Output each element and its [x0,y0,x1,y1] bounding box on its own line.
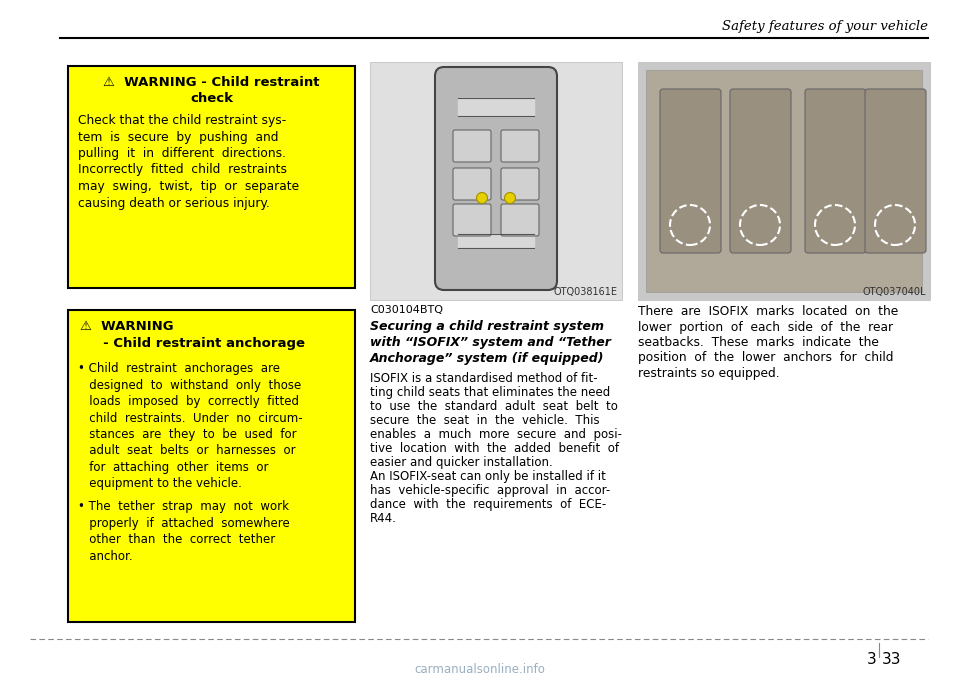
FancyBboxPatch shape [370,62,622,300]
FancyBboxPatch shape [730,89,791,253]
FancyBboxPatch shape [646,70,922,292]
Text: An ISOFIX-seat can only be installed if it: An ISOFIX-seat can only be installed if … [370,470,606,483]
Text: loads  imposed  by  correctly  fitted: loads imposed by correctly fitted [78,395,299,408]
Text: other  than  the  correct  tether: other than the correct tether [78,533,276,546]
FancyBboxPatch shape [660,89,721,253]
Text: adult  seat  belts  or  harnesses  or: adult seat belts or harnesses or [78,444,296,458]
FancyBboxPatch shape [638,62,930,300]
Text: tive  location  with  the  added  benefit  of: tive location with the added benefit of [370,442,619,455]
FancyBboxPatch shape [805,89,866,253]
Text: OTQ037040L: OTQ037040L [862,287,926,297]
Text: Securing a child restraint system: Securing a child restraint system [370,320,604,333]
Text: Anchorage” system (if equipped): Anchorage” system (if equipped) [370,352,605,365]
Text: tem  is  secure  by  pushing  and: tem is secure by pushing and [78,131,278,144]
Circle shape [505,193,516,204]
Text: restraints so equipped.: restraints so equipped. [638,367,780,380]
Text: C030104BTQ: C030104BTQ [370,305,443,315]
FancyBboxPatch shape [68,310,355,622]
Text: causing death or serious injury.: causing death or serious injury. [78,197,270,210]
FancyBboxPatch shape [501,168,539,200]
Text: ⚠  WARNING - Child restraint: ⚠ WARNING - Child restraint [104,76,320,89]
Text: position  of  the  lower  anchors  for  child: position of the lower anchors for child [638,352,894,365]
Text: ⚠  WARNING: ⚠ WARNING [80,320,174,333]
FancyBboxPatch shape [865,89,926,253]
Text: may  swing,  twist,  tip  or  separate: may swing, twist, tip or separate [78,180,300,193]
Text: 33: 33 [882,652,901,667]
Text: ting child seats that eliminates the need: ting child seats that eliminates the nee… [370,386,611,399]
FancyBboxPatch shape [68,66,355,288]
Text: pulling  it  in  different  directions.: pulling it in different directions. [78,147,286,160]
FancyBboxPatch shape [453,130,491,162]
Text: with “ISOFIX” system and “Tether: with “ISOFIX” system and “Tether [370,336,611,349]
Text: seatbacks.  These  marks  indicate  the: seatbacks. These marks indicate the [638,336,878,349]
Text: for  attaching  other  items  or: for attaching other items or [78,461,269,474]
Text: 3: 3 [867,652,877,667]
Text: lower  portion  of  each  side  of  the  rear: lower portion of each side of the rear [638,321,893,334]
Text: Safety features of your vehicle: Safety features of your vehicle [722,20,928,33]
Text: Check that the child restraint sys-: Check that the child restraint sys- [78,114,286,127]
Text: stances  are  they  to  be  used  for: stances are they to be used for [78,428,297,441]
Text: Incorrectly  fitted  child  restraints: Incorrectly fitted child restraints [78,164,287,177]
Text: • The  tether  strap  may  not  work: • The tether strap may not work [78,500,289,513]
Text: - Child restraint anchorage: - Child restraint anchorage [80,337,305,350]
Text: easier and quicker installation.: easier and quicker installation. [370,456,553,469]
Text: There  are  ISOFIX  marks  located  on  the: There are ISOFIX marks located on the [638,305,899,318]
Text: equipment to the vehicle.: equipment to the vehicle. [78,477,242,491]
Text: has  vehicle-specific  approval  in  accor-: has vehicle-specific approval in accor- [370,484,611,497]
Circle shape [476,193,488,204]
Text: ISOFIX is a standardised method of fit-: ISOFIX is a standardised method of fit- [370,372,598,385]
Text: • Child  restraint  anchorages  are: • Child restraint anchorages are [78,362,280,375]
FancyBboxPatch shape [453,204,491,236]
Text: secure  the  seat  in  the  vehicle.  This: secure the seat in the vehicle. This [370,414,600,427]
Text: to  use  the  standard  adult  seat  belt  to: to use the standard adult seat belt to [370,400,618,413]
Text: anchor.: anchor. [78,550,132,563]
Text: properly  if  attached  somewhere: properly if attached somewhere [78,517,290,530]
FancyBboxPatch shape [501,204,539,236]
FancyBboxPatch shape [501,130,539,162]
Text: check: check [190,92,233,105]
Text: carmanualsonline.info: carmanualsonline.info [415,663,545,676]
Text: enables  a  much  more  secure  and  posi-: enables a much more secure and posi- [370,428,622,441]
Text: dance  with  the  requirements  of  ECE-: dance with the requirements of ECE- [370,498,607,511]
Text: R44.: R44. [370,512,396,525]
FancyBboxPatch shape [435,67,557,290]
FancyBboxPatch shape [453,168,491,200]
Text: designed  to  withstand  only  those: designed to withstand only those [78,378,301,391]
Text: child  restraints.  Under  no  circum-: child restraints. Under no circum- [78,411,302,424]
Text: OTQ038161E: OTQ038161E [554,287,618,297]
